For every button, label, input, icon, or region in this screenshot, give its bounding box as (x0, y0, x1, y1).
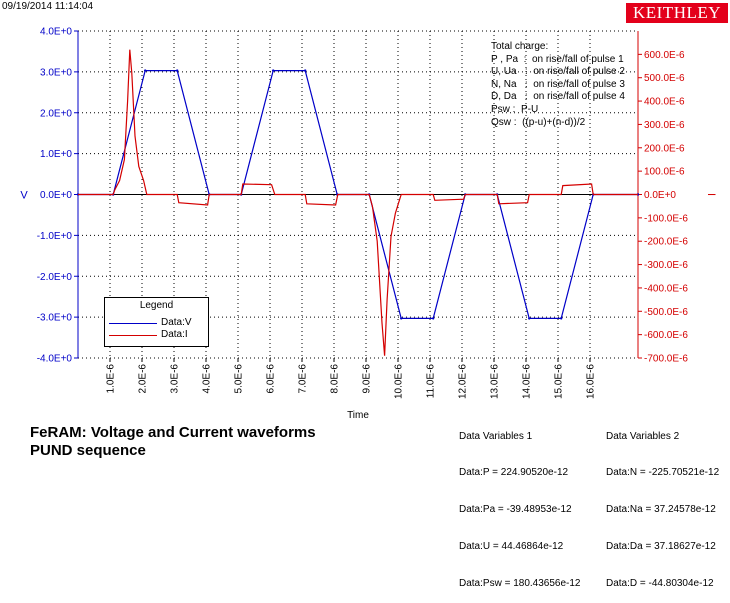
x-tick-label: 10.0E-6 (394, 364, 405, 399)
legend-title: Legend (139, 300, 174, 311)
legend-swatch (109, 323, 157, 324)
dv2-row: Data:N = -225.70521e-12 (606, 467, 720, 479)
y-left-tick-label: -2.0E+0 (37, 272, 73, 283)
y-left-tick-label: 0.0E+0 (40, 190, 72, 201)
pund-waveform-chart: 4.0E+0 3.0E+0 2.0E+0 1.0E+0 0.0E+0 -1.0E+0 -2.… (20, 27, 717, 422)
voltage-point (400, 317, 403, 320)
y-left-tick-label: -3.0E+0 (37, 313, 73, 324)
y-right-tick-label: -500.0E-6 (644, 307, 688, 318)
dv2-row: Data:Da = 37.18627e-12 (606, 541, 716, 553)
y-right-tick-label: 600.0E-6 (644, 50, 685, 61)
x-tick-label: 11.0E-6 (426, 364, 437, 399)
timestamp: 09/19/2014 11:14:04 (2, 1, 94, 12)
x-tick-label: 13.0E-6 (490, 364, 501, 399)
voltage-point (176, 69, 179, 72)
y-right-tick-label: 200.0E-6 (644, 143, 685, 154)
voltage-point (144, 69, 147, 72)
y-left-tick-label: 4.0E+0 (40, 27, 72, 38)
x-tick-label: 1.0E-6 (106, 364, 117, 394)
x-tick-label: 2.0E-6 (138, 364, 149, 394)
x-tick-label: 3.0E-6 (170, 364, 181, 394)
dv1-row: Data:Pa = -39.48953e-12 (459, 504, 572, 516)
total-charge-notes: Total charge: P , Pa : on rise/fall of p… (491, 41, 625, 129)
keithley-logo: KEITHLEY (626, 3, 728, 23)
x-axis-title: Time (347, 410, 369, 421)
series-current-line (78, 49, 638, 356)
y-left-tick-label: -4.0E+0 (37, 354, 73, 365)
charge-line: Total charge: (491, 41, 549, 52)
y-right-tick-label: 100.0E-6 (644, 167, 685, 178)
legend-label: Data:I (161, 329, 188, 340)
y-left-axis-title: V (20, 190, 28, 202)
y-right-tick-label: 300.0E-6 (644, 120, 685, 131)
voltage-point (560, 317, 563, 320)
x-tick-label: 4.0E-6 (202, 364, 213, 394)
dv1-title: Data Variables 1 (459, 430, 533, 442)
y-right-tick-label: 500.0E-6 (644, 73, 685, 84)
data-variables-1: Data Variables 1 Data:P = 224.90520e-12 … (459, 406, 580, 603)
voltage-point (528, 317, 531, 320)
y-left-tick-label: 3.0E+0 (40, 67, 72, 78)
x-tick-label: 12.0E-6 (458, 364, 469, 399)
x-tick-label: 16.0E-6 (586, 364, 597, 399)
y-right-tick-label: 0.0E+0 (644, 190, 676, 201)
charge-line: P , Pa : on rise/fall of pulse 1 (491, 53, 624, 65)
charge-line: N, Na : on rise/fall of pulse 3 (491, 78, 625, 90)
tick-labels: 4.0E+0 3.0E+0 2.0E+0 1.0E+0 0.0E+0 -1.0E+0 -2.… (20, 27, 717, 422)
y-right-tick-label: -100.0E-6 (644, 213, 688, 224)
figure-caption: FeRAM: Voltage and Current waveforms PUN… (30, 424, 316, 460)
voltage-point (432, 317, 435, 320)
x-tick-label: 6.0E-6 (266, 364, 277, 394)
y-right-tick-label: -700.0E-6 (644, 354, 688, 365)
voltage-point (272, 69, 275, 72)
dv1-row: Data:Psw = 180.43656e-12 (459, 578, 581, 590)
x-tick-label: 9.0E-6 (362, 364, 373, 394)
y-right-tick-label: 400.0E-6 (644, 97, 685, 108)
dv1-row: Data:P = 224.90520e-12 (459, 467, 569, 479)
y-left-tick-label: 1.0E+0 (40, 149, 72, 160)
voltage-point (304, 69, 307, 72)
y-left-tick-label: 2.0E+0 (40, 108, 72, 119)
legend-label: Data:V (161, 317, 192, 328)
legend-swatch (109, 335, 157, 336)
y-right-tick-label: -600.0E-6 (644, 330, 688, 341)
dv2-row: Data:D = -44.80304e-12 (606, 578, 714, 590)
caption-line-2: PUND sequence (30, 442, 146, 459)
x-tick-label: 15.0E-6 (554, 364, 565, 399)
data-variables-2: Data Variables 2 Data:N = -225.70521e-12… (606, 406, 719, 603)
dv2-row: Data:Na = 37.24578e-12 (606, 504, 716, 516)
caption-line-1: FeRAM: Voltage and Current waveforms (30, 424, 316, 441)
series-lines (76, 49, 640, 356)
x-tick-label: 5.0E-6 (234, 364, 245, 394)
chart-legend: Legend Data:V Data:I (104, 297, 209, 347)
dv1-row: Data:U = 44.46864e-12 (459, 541, 564, 553)
y-right-tick-label: -400.0E-6 (644, 283, 688, 294)
charge-line: U, Ua : on rise/fall of pulse 2 (491, 66, 625, 78)
y-right-axis-title: I (705, 193, 717, 196)
charge-line: Qsw : ((p-u)+(n-d))/2 (491, 116, 586, 128)
dv2-title: Data Variables 2 (606, 430, 680, 442)
y-right-tick-label: -200.0E-6 (644, 237, 688, 248)
y-right-tick-label: -300.0E-6 (644, 260, 688, 271)
x-tick-label: 7.0E-6 (298, 364, 309, 394)
x-tick-label: 14.0E-6 (522, 364, 533, 399)
charge-line: D, Da : on rise/fall of pulse 4 (491, 91, 625, 103)
y-left-tick-label: -1.0E+0 (37, 231, 73, 242)
charge-line: Psw : P-U (491, 103, 539, 115)
x-tick-label: 8.0E-6 (330, 364, 341, 394)
